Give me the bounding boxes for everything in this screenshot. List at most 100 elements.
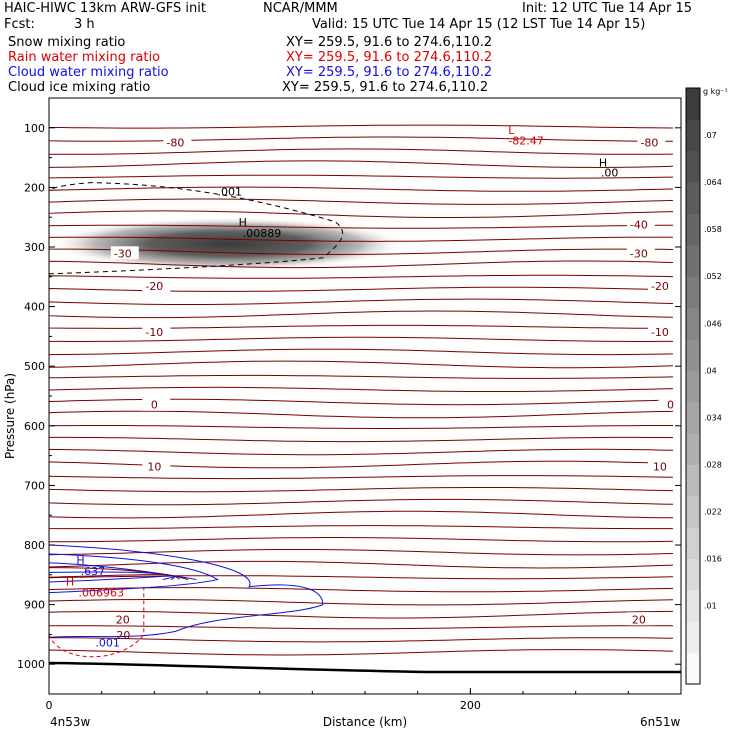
isotherm-label-bg: [142, 397, 171, 411]
isotherm-line: [48, 136, 673, 142]
x-tick-label: 0: [46, 699, 53, 712]
isotherm-line: [48, 487, 674, 493]
colorbar-step: [686, 495, 700, 528]
isotherm-line: [48, 575, 674, 580]
rain-water-contour: [48, 562, 197, 581]
isotherm-line: [48, 224, 673, 229]
colorbar-step: [686, 401, 700, 434]
cloud-water-contour: [48, 544, 324, 638]
y-tick-label: 700: [24, 479, 45, 492]
isotherm-line: [48, 560, 674, 569]
annotation-label: .001: [95, 636, 120, 649]
isotherm-label-bg: [142, 459, 171, 473]
annotation-label: .006963: [78, 586, 124, 599]
isotherm-label: 10: [147, 461, 161, 474]
init-time: Init: 12 UTC Tue 14 Apr 15: [522, 1, 693, 16]
isotherm-line: [48, 336, 673, 342]
colorbar-step: [686, 307, 700, 340]
isotherm-line: [48, 298, 674, 305]
colorbar-step: [686, 119, 700, 152]
y-tick-label: 300: [24, 241, 45, 254]
colorbar-unit: g kg⁻¹: [703, 87, 728, 96]
rain-water-contour: [48, 575, 176, 583]
x-endpoint-right: 6n51w: [640, 715, 681, 729]
isotherm-label-bg: [142, 279, 171, 293]
y-axis-label: Pressure (hPa): [3, 373, 17, 459]
isotherm-line: [48, 310, 674, 319]
colorbar-step: [686, 213, 700, 246]
colorbar-label: .034: [704, 413, 722, 422]
colorbar-step: [686, 182, 700, 214]
field-name-cloud-ice: Cloud ice mixing ratio: [8, 80, 151, 95]
colorbar-step: [686, 88, 700, 120]
annotation-label: .00: [601, 167, 619, 180]
isotherm-line: [48, 386, 674, 392]
annotation-label: H: [66, 576, 74, 589]
x-tick-label: 200: [460, 699, 481, 712]
y-tick-label: 500: [24, 360, 45, 373]
field-name-cloud-water: Cloud water mixing ratio: [8, 65, 169, 80]
annotation-label: 20: [116, 629, 130, 642]
rain-water-contour: [48, 567, 189, 581]
isotherm-line: [48, 448, 674, 456]
field-name-snow: Snow mixing ratio: [8, 35, 126, 50]
isotherm-line: [48, 274, 674, 279]
isotherm-label: 20: [632, 613, 646, 626]
isotherm-label: -80: [166, 136, 184, 149]
field-xy-snow: XY= 259.5, 91.6 to 274.6,110.2: [286, 35, 493, 50]
isotherm-label-bg: [626, 612, 655, 626]
rain-dashed-contour: [48, 586, 145, 658]
isotherm-line: [48, 510, 674, 519]
annotation-label: .001: [218, 186, 243, 199]
valid-time: Valid: 15 UTC Tue 14 Apr 15 (12 LST Tue …: [312, 17, 646, 32]
isotherm-label-bg: [163, 135, 192, 149]
colorbar-step: [686, 433, 700, 465]
colorbar-label: .07: [704, 131, 717, 140]
y-tick-label: 200: [24, 181, 45, 194]
colorbar-label: .028: [704, 460, 722, 469]
y-tick-label: 900: [24, 599, 45, 612]
field-name-rain: Rain water mixing ratio: [8, 50, 161, 65]
field-xy-rain: XY= 259.5, 91.6 to 274.6,110.2: [286, 50, 493, 65]
x-axis-label: Distance (km): [323, 715, 407, 729]
isotherm-label-bg: [647, 459, 676, 473]
isotherm-line: [48, 148, 674, 155]
fcst-label: Fcst:: [4, 17, 35, 32]
colorbar-label: .064: [704, 178, 722, 187]
isotherm-line: [48, 260, 674, 269]
rain-water-contour: [48, 571, 181, 580]
isotherm-line: [48, 210, 674, 218]
isotherm-line: [48, 498, 674, 506]
isotherm-line: [48, 348, 674, 356]
colorbar-step: [686, 464, 700, 497]
colorbar-label: .01: [704, 602, 717, 611]
isotherm-label: 0: [667, 399, 674, 412]
isotherm-label: -20: [651, 280, 669, 293]
rain-water-contour: [48, 574, 175, 581]
cloud-water-contour: [48, 553, 219, 594]
colorbar: g kg⁻¹ .01 .016 .022 .028 .034 .04 .046 .052 .058…: [685, 87, 728, 685]
isotherm-label-bg: [647, 325, 676, 339]
isotherm-label: -30: [114, 247, 132, 260]
fcst-value: 3 h: [74, 17, 95, 32]
isotherm-label-bg: [647, 279, 676, 293]
annotation-label: H: [599, 157, 607, 170]
isotherm-label: -80: [640, 136, 658, 149]
isotherm-label: 20: [116, 613, 130, 626]
y-tick-label: 800: [24, 539, 45, 552]
isotherm-label: -20: [145, 280, 163, 293]
x-endpoint-left: 4n53w: [50, 715, 91, 729]
field-xy-cloud-water: XY= 259.5, 91.6 to 274.6,110.2: [286, 65, 493, 80]
annotation-label: H: [76, 554, 84, 567]
isotherm-label: -40: [630, 219, 648, 232]
ground-line: [48, 661, 681, 674]
isotherm-line: [48, 475, 674, 480]
isotherm-label-bg: [626, 246, 655, 260]
isotherm-label-bg: [110, 612, 139, 626]
isotherm-line: [48, 124, 674, 129]
y-tick-label: 100: [24, 122, 45, 135]
colorbar-step: [686, 652, 700, 685]
annotation-label: -82.47: [508, 134, 543, 147]
